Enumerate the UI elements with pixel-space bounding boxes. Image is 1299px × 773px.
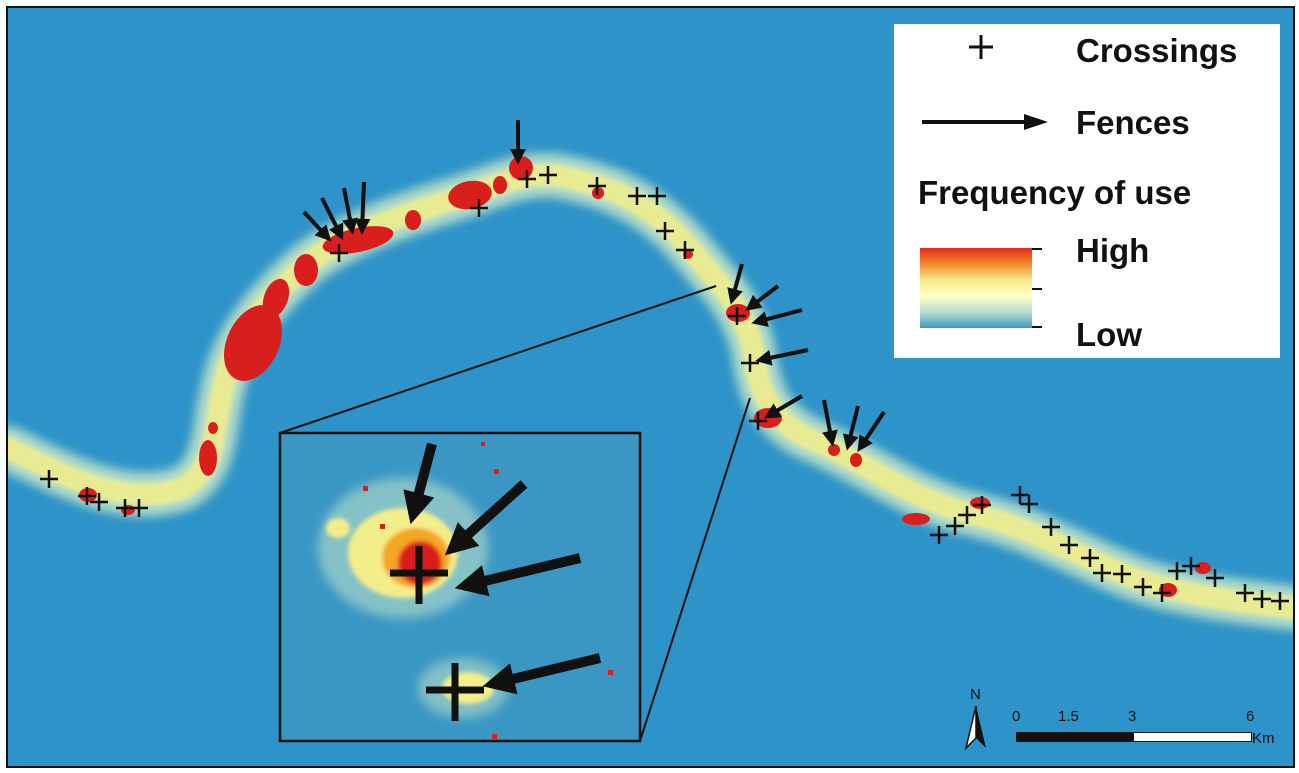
crossing-plus-icon bbox=[470, 199, 488, 217]
crossing-plus-icon bbox=[90, 493, 108, 511]
fence-arrow-icon bbox=[763, 394, 804, 419]
fences-layer bbox=[302, 120, 886, 452]
legend-high-label: High bbox=[1076, 232, 1150, 269]
fence-arrow-icon bbox=[482, 653, 602, 695]
crossing-plus-icon bbox=[656, 222, 674, 240]
crossing-plus-icon bbox=[1011, 486, 1029, 504]
map-frame: Crossings Fences Frequency of use High L… bbox=[6, 6, 1295, 768]
high-use-hotspots bbox=[79, 156, 1211, 597]
legend-crossings-label: Crossings bbox=[1076, 32, 1238, 69]
crossing-plus-icon bbox=[1093, 564, 1111, 582]
inset-connector-lines bbox=[279, 285, 751, 742]
crossing-plus-icon bbox=[588, 177, 606, 195]
frequency-gradient-bar bbox=[920, 248, 1032, 328]
crossing-plus-icon bbox=[426, 663, 484, 721]
north-label: N bbox=[970, 686, 981, 703]
crossing-plus-icon bbox=[1134, 578, 1152, 596]
crossing-plus-icon bbox=[78, 487, 96, 505]
fence-arrow-icon bbox=[342, 187, 358, 235]
crossing-plus-icon bbox=[930, 526, 948, 544]
scale-bar: N 0 1.5 3 6 Km bbox=[954, 686, 1284, 756]
crossings-plus-icon bbox=[969, 35, 993, 59]
inset-zoom-map[interactable] bbox=[278, 431, 642, 743]
crossing-plus-icon bbox=[1206, 569, 1224, 587]
scale-unit: Km bbox=[1252, 730, 1275, 747]
fence-arrow-icon bbox=[857, 410, 886, 452]
frequency-of-use-map[interactable] bbox=[8, 8, 1293, 766]
crossing-plus-icon bbox=[1113, 565, 1131, 583]
fence-arrow-icon bbox=[745, 284, 780, 311]
crossing-plus-icon bbox=[1153, 584, 1171, 602]
crossing-plus-icon bbox=[1042, 518, 1060, 536]
crossing-plus-icon bbox=[1081, 549, 1099, 567]
crossing-plus-icon bbox=[749, 412, 767, 430]
crossings-layer bbox=[40, 166, 1289, 610]
crossing-plus-icon bbox=[946, 517, 964, 535]
fence-arrow-icon bbox=[444, 480, 528, 556]
crossing-plus-icon bbox=[1020, 495, 1038, 513]
fence-arrow-icon bbox=[454, 553, 582, 597]
crossing-plus-icon bbox=[1236, 584, 1254, 602]
fence-arrow-icon bbox=[727, 263, 744, 305]
crossing-plus-icon bbox=[330, 244, 348, 262]
crossing-plus-icon bbox=[1168, 562, 1186, 580]
crossing-plus-icon bbox=[40, 470, 58, 488]
crossing-plus-icon bbox=[518, 170, 536, 188]
crossing-plus-icon bbox=[1253, 590, 1271, 608]
scale-tick-2: 3 bbox=[1128, 708, 1137, 725]
crossing-plus-icon bbox=[1060, 536, 1078, 554]
crossing-plus-icon bbox=[676, 241, 694, 259]
scale-tick-3: 6 bbox=[1246, 708, 1255, 725]
crossing-plus-icon bbox=[1271, 592, 1289, 610]
scale-tick-1: 1.5 bbox=[1058, 708, 1079, 725]
crossing-plus-icon bbox=[390, 546, 448, 604]
crossing-plus-icon bbox=[1182, 557, 1200, 575]
fence-arrow-icon bbox=[320, 197, 344, 241]
scale-bar-graphic bbox=[1016, 732, 1252, 742]
legend-frequency-title: Frequency of use bbox=[918, 174, 1192, 211]
legend-low-label: Low bbox=[1076, 316, 1142, 353]
fence-arrow-icon bbox=[842, 405, 860, 451]
crossing-plus-icon bbox=[628, 187, 646, 205]
north-arrow-icon bbox=[964, 705, 986, 750]
fence-arrow-icon bbox=[354, 181, 371, 235]
map-legend: Crossings Fences Frequency of use High L… bbox=[894, 24, 1280, 358]
legend-fences-label: Fences bbox=[1076, 104, 1190, 141]
fence-arrow-icon bbox=[302, 210, 332, 242]
fence-arrow-icon bbox=[822, 399, 838, 447]
crossing-plus-icon bbox=[728, 307, 746, 325]
fences-arrow-icon bbox=[922, 114, 1048, 130]
crossing-plus-icon bbox=[648, 187, 666, 205]
scale-tick-0: 0 bbox=[1012, 708, 1021, 725]
fence-arrow-icon bbox=[755, 348, 809, 366]
fence-arrow-icon bbox=[403, 442, 437, 525]
crossing-plus-icon bbox=[539, 166, 557, 184]
fence-arrow-icon bbox=[751, 308, 803, 327]
crossing-plus-icon bbox=[130, 499, 148, 517]
crossing-plus-icon bbox=[973, 496, 991, 514]
crossing-plus-icon bbox=[958, 506, 976, 524]
